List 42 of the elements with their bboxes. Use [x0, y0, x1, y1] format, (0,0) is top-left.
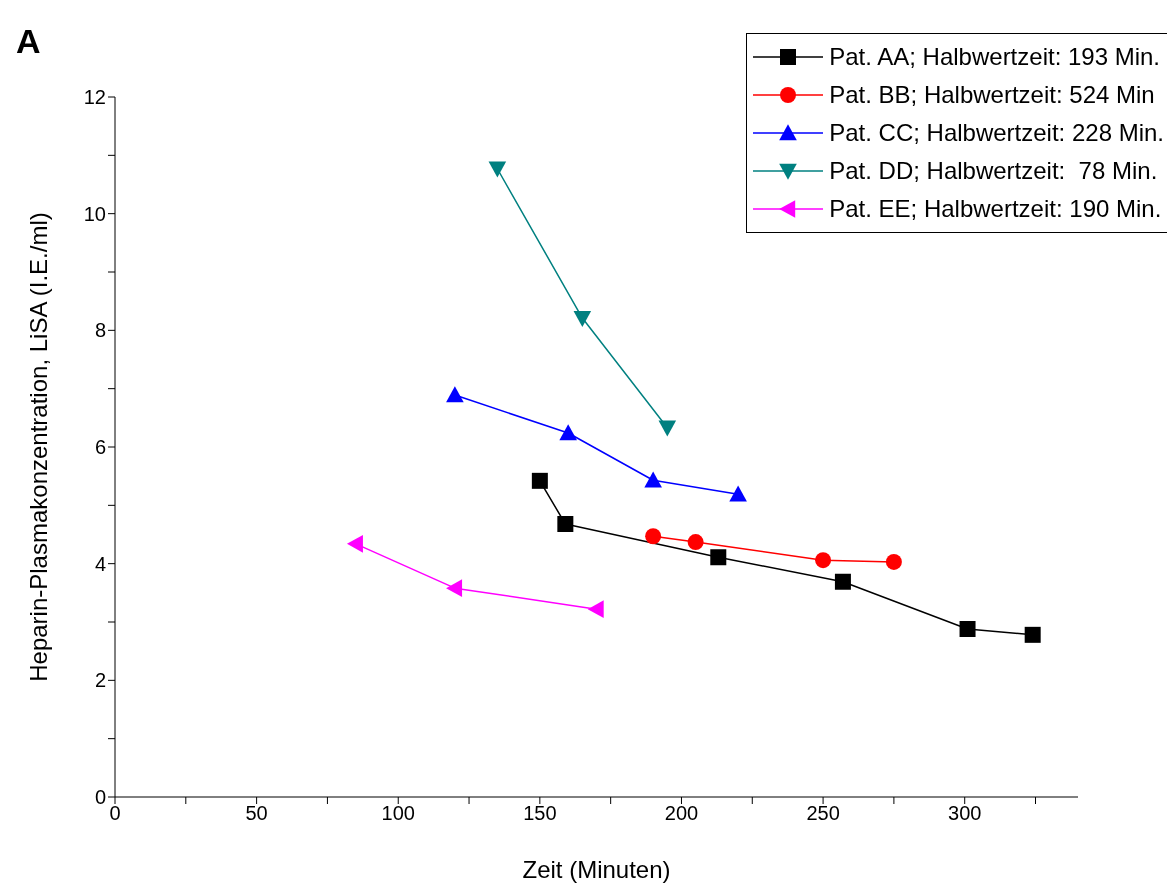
point — [446, 386, 464, 403]
y-tick-label: 8 — [94, 319, 106, 342]
y-tick-label: 6 — [94, 436, 106, 459]
point — [446, 579, 463, 597]
point — [587, 600, 604, 618]
x-tick-label: 300 — [948, 802, 982, 825]
y-tick-label: 4 — [94, 552, 106, 575]
y-tick-label: 0 — [94, 786, 106, 809]
point — [687, 534, 704, 551]
point — [488, 161, 507, 178]
x-tick-label: 50 — [245, 802, 268, 825]
point — [959, 621, 976, 637]
point — [834, 573, 851, 590]
point — [645, 528, 662, 545]
legend-label: Pat. CC; Halbwertzeit: 228 Min. — [829, 119, 1164, 147]
y-tick-label: 2 — [94, 669, 106, 692]
point — [710, 549, 727, 566]
point — [815, 552, 832, 569]
y-axis-title: Heparin-Plasmakonzentration, LiSA (I.E./ml) — [24, 212, 52, 682]
point — [885, 553, 902, 570]
point — [557, 516, 574, 532]
legend-label: Pat. AA; Halbwertzeit: 193 Min. — [829, 43, 1161, 71]
point — [559, 424, 577, 441]
y-tick-label: 12 — [83, 86, 106, 109]
x-tick-label: 0 — [109, 802, 121, 825]
x-tick-label: 200 — [664, 802, 699, 825]
point — [531, 472, 548, 489]
x-tick-label: 250 — [806, 802, 840, 825]
point — [658, 420, 677, 437]
y-tick-label: 10 — [83, 202, 106, 225]
point — [1024, 626, 1041, 643]
point — [346, 535, 363, 553]
point — [573, 310, 592, 327]
x-axis-title: Zeit (Minuten) — [522, 856, 671, 883]
x-tick-label: 100 — [381, 802, 415, 825]
legend-label: Pat. DD; Halbwertzeit: 78 Min. — [829, 157, 1158, 185]
text: A — [16, 22, 41, 61]
point — [729, 485, 747, 502]
legend-label: Pat. BB; Halbwertzeit: 524 Min — [829, 81, 1155, 109]
legend-label: Pat. EE; Halbwertzeit: 190 Min. — [829, 195, 1162, 223]
point — [644, 471, 662, 488]
x-tick-label: 150 — [523, 802, 557, 825]
